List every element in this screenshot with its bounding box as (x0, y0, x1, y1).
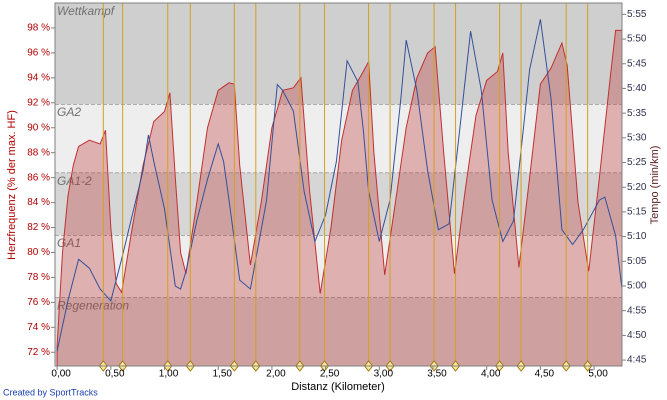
plot-frame (54, 2, 623, 367)
y-tick-label: 84 % (27, 197, 50, 208)
x-tick-label: 3,50 (427, 369, 447, 380)
y2-tick-label: 5:35 (627, 108, 647, 119)
x-tick-label: 1,00 (159, 369, 179, 380)
x-tick-label: 0,00 (51, 369, 71, 380)
zone-label: GA2 (57, 105, 81, 119)
y-tick-label: 76 % (27, 297, 50, 308)
y2-tick-label: 5:25 (627, 157, 647, 168)
y2-tick-label: 5:45 (627, 58, 647, 69)
zone-band (55, 297, 622, 366)
y2-axis-title: Tempo (min/km) (649, 146, 661, 225)
y-tick-label: 90 % (27, 122, 50, 133)
y-tick-label: 80 % (27, 247, 50, 258)
y2-tick-label: 4:45 (627, 355, 647, 366)
zone-band (55, 3, 622, 105)
y-tick-label: 92 % (27, 97, 50, 108)
y-tick-label: 74 % (27, 322, 50, 333)
y2-tick-label: 5:20 (627, 182, 647, 193)
y-tick-label: 82 % (27, 222, 50, 233)
y2-tick-label: 4:50 (627, 330, 647, 341)
y2-tick-label: 5:55 (627, 9, 647, 20)
zone-label: GA1-2 (57, 174, 92, 188)
y-tick-label: 98 % (27, 23, 50, 34)
y2-tick-label: 5:40 (627, 83, 647, 94)
y2-tick-label: 4:55 (627, 305, 647, 316)
y2-tick-label: 5:10 (627, 231, 647, 242)
y-tick-label: 86 % (27, 172, 50, 183)
y-tick-label: 72 % (27, 347, 50, 358)
x-tick-label: 3,00 (374, 369, 394, 380)
x-tick-label: 4,00 (481, 369, 501, 380)
y-tick-label: 88 % (27, 147, 50, 158)
y-tick-label: 78 % (27, 272, 50, 283)
y-tick-label: 96 % (27, 48, 50, 59)
x-axis-title: Distanz (Kilometer) (291, 381, 385, 393)
y2-tick-label: 5:30 (627, 132, 647, 143)
y2-tick-label: 5:50 (627, 34, 647, 45)
x-tick-label: 5,00 (588, 369, 608, 380)
x-tick-label: 2,00 (266, 369, 286, 380)
y2-tick-label: 5:05 (627, 256, 647, 267)
x-tick-label: 4,50 (535, 369, 555, 380)
zone-label: Regeneration (57, 299, 129, 313)
pace-line (56, 19, 623, 352)
x-tick-label: 1,50 (212, 369, 232, 380)
y-axis-title: Herzfrequenz (% der max. HF) (6, 110, 18, 260)
x-tick-label: 0,50 (105, 369, 125, 380)
x-tick-label: 2,50 (320, 369, 340, 380)
zone-label: Wettkampf (57, 4, 116, 18)
y2-tick-label: 5:15 (627, 207, 647, 218)
footer: Created by SportTracks (3, 387, 98, 397)
zone-band (55, 172, 622, 236)
zone-band (55, 235, 622, 298)
y-tick-label: 94 % (27, 72, 50, 83)
y2-tick-label: 5:00 (627, 281, 647, 292)
hr-area (56, 29, 623, 367)
